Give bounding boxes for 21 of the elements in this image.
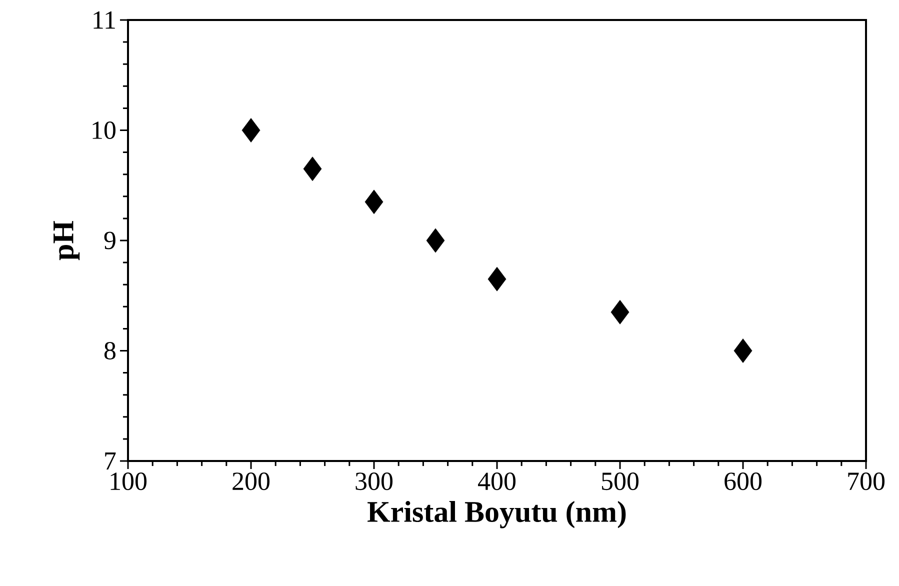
point [242, 118, 260, 142]
point [610, 300, 630, 324]
point [426, 228, 445, 253]
point [303, 156, 322, 182]
y-tick-label: 8 [104, 342, 116, 360]
x-tick-label: 500 [602, 472, 639, 490]
x-tick-label: 600 [724, 472, 762, 490]
x-tick-label: 100 [110, 472, 147, 490]
point [364, 190, 384, 214]
point [488, 266, 506, 292]
y-tick-label: 10 [92, 121, 116, 140]
y-axis-title: pH [54, 220, 80, 260]
x-tick-label: 300 [356, 472, 393, 490]
y-tick-label: 9 [104, 232, 116, 250]
y-tick-label: 11 [94, 11, 115, 29]
x-tick-label: 400 [478, 472, 516, 490]
x-axis-title: Kristal Boyutu (nm) [368, 500, 626, 528]
point [734, 338, 752, 363]
x-tick-label: 200 [232, 472, 270, 490]
y-tick-label: 7 [105, 452, 116, 470]
x-tick-label: 700 [848, 472, 885, 490]
